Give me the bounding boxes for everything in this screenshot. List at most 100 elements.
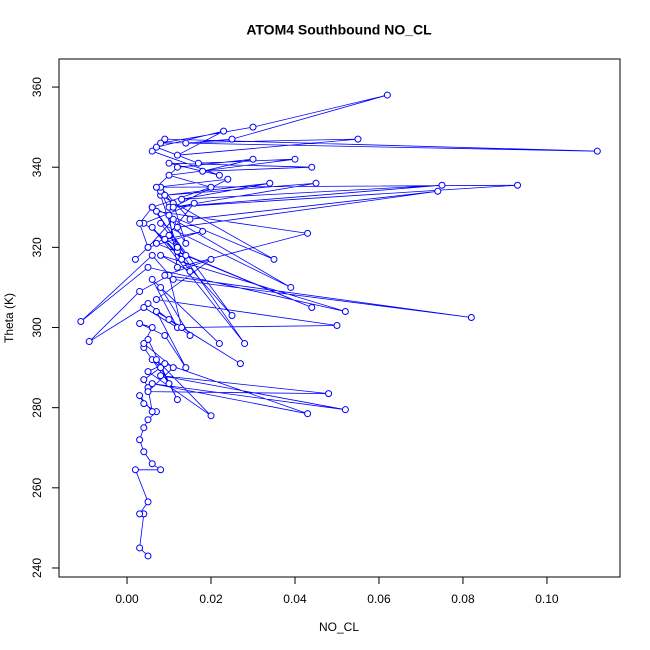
data-point <box>140 400 148 408</box>
data-point <box>165 316 173 324</box>
data-point <box>144 368 152 376</box>
data-point <box>173 263 181 271</box>
y-tick-label: 260 <box>30 477 44 497</box>
data-point <box>169 215 177 223</box>
data-point <box>157 283 165 291</box>
data-point <box>161 332 169 340</box>
data-point <box>152 307 160 315</box>
data-point <box>199 167 207 175</box>
data-point <box>140 376 148 384</box>
data-point <box>144 416 152 424</box>
data-point <box>157 364 165 372</box>
data-point <box>199 227 207 235</box>
data-point <box>165 211 173 219</box>
data-point <box>173 151 181 159</box>
data-point <box>165 159 173 167</box>
y-tick-label: 280 <box>30 397 44 417</box>
data-point <box>161 191 169 199</box>
plot-frame <box>58 58 621 578</box>
data-point <box>85 338 93 346</box>
y-tick-label: 340 <box>30 157 44 177</box>
data-point <box>148 275 156 283</box>
data-point <box>169 275 177 283</box>
data-point <box>144 388 152 396</box>
y-tick-label: 320 <box>30 237 44 257</box>
data-point <box>148 223 156 231</box>
data-point <box>157 139 165 147</box>
data-point <box>383 91 391 99</box>
data-point <box>287 283 295 291</box>
x-tick-label: 0.04 <box>283 592 307 606</box>
data-point <box>144 552 152 560</box>
data-point <box>173 163 181 171</box>
data-point <box>148 408 156 416</box>
data-point <box>178 195 186 203</box>
y-tick-label: 300 <box>30 317 44 337</box>
data-point <box>249 155 257 163</box>
data-point <box>325 390 333 398</box>
data-point <box>157 466 165 474</box>
data-point <box>169 203 177 211</box>
x-tick-label: 0.08 <box>451 592 475 606</box>
y-axis-label: Theta (K) <box>2 293 16 343</box>
data-point <box>144 263 152 271</box>
data-point <box>148 251 156 259</box>
data-point <box>144 299 152 307</box>
data-point <box>140 303 148 311</box>
x-tick-label: 0.02 <box>199 592 223 606</box>
data-point <box>77 318 85 326</box>
data-point <box>182 239 190 247</box>
data-point <box>157 219 165 227</box>
y-tick-label: 360 <box>30 77 44 97</box>
data-point <box>207 255 215 263</box>
x-axis-label: NO_CL <box>319 620 359 634</box>
data-point <box>161 271 169 279</box>
data-point <box>136 287 144 295</box>
data-point <box>173 243 181 251</box>
x-tick-label: 0.10 <box>535 592 559 606</box>
y-tick-label: 240 <box>30 558 44 578</box>
data-point <box>249 123 257 131</box>
data-point <box>157 372 165 380</box>
data-point <box>228 135 236 143</box>
data-point <box>152 207 160 215</box>
data-point <box>178 324 186 332</box>
data-point <box>182 364 190 372</box>
data-point <box>593 147 601 155</box>
data-point <box>186 267 194 275</box>
data-point <box>148 147 156 155</box>
data-point <box>228 311 236 319</box>
data-point <box>165 171 173 179</box>
data-point <box>144 498 152 506</box>
data-point <box>131 466 139 474</box>
data-point <box>136 320 144 328</box>
data-point <box>182 139 190 147</box>
data-point <box>161 135 169 143</box>
data-point <box>148 203 156 211</box>
data-point <box>186 215 194 223</box>
data-point <box>236 360 244 368</box>
data-point <box>148 380 156 388</box>
data-point <box>144 243 152 251</box>
data-point <box>304 410 312 418</box>
data-point <box>514 181 522 189</box>
x-tick-label: 0.06 <box>367 592 391 606</box>
data-point <box>207 412 215 420</box>
data-point <box>194 159 202 167</box>
data-point <box>207 183 215 191</box>
data-point <box>157 251 165 259</box>
data-point <box>136 436 144 444</box>
data-point <box>178 255 186 263</box>
data-point <box>144 336 152 344</box>
data-point <box>136 544 144 552</box>
data-point <box>136 510 144 518</box>
data-point <box>308 163 316 171</box>
data-point <box>169 364 177 372</box>
data-point <box>148 460 156 468</box>
data-point <box>341 406 349 414</box>
data-point <box>266 179 274 187</box>
data-point <box>308 303 316 311</box>
data-point <box>152 183 160 191</box>
data-point <box>140 424 148 432</box>
data-point <box>161 360 169 368</box>
